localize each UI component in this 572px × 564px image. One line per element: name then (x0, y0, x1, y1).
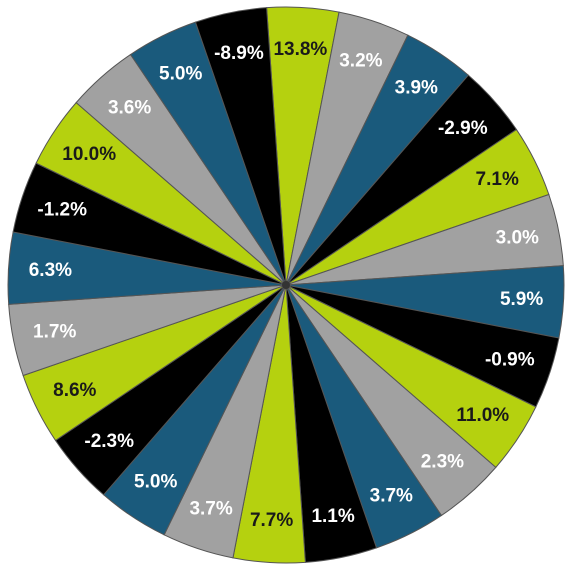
slice-label: 11.0% (456, 405, 509, 426)
slice-label: -1.2% (37, 200, 87, 221)
slice-label: -2.3% (84, 431, 134, 452)
slice-label: 10.0% (62, 144, 116, 165)
slice-label: 3.6% (108, 98, 151, 119)
slice-label: -0.9% (485, 349, 535, 370)
slice-label: 3.2% (339, 51, 382, 72)
pie-center (282, 281, 290, 289)
slice-label: 3.7% (370, 486, 413, 507)
slice-label: 8.6% (53, 380, 96, 401)
slice-label: 7.7% (250, 510, 293, 531)
slice-label: 5.0% (159, 63, 202, 84)
slice-label: 3.7% (189, 498, 232, 519)
slice-label: 1.1% (311, 506, 354, 527)
slice-label: -8.9% (214, 43, 264, 64)
slice-label: 13.8% (273, 39, 327, 60)
slice-label: 2.3% (421, 451, 464, 472)
slice-label: -2.9% (438, 118, 488, 139)
slice-label: 6.3% (29, 260, 72, 281)
pie-slices (7, 6, 565, 564)
pie-labels: 13.8% 3.2% 3.9%-2.9% 7.1% 3.0% 5.9% -0.9% 11.0%… (29, 39, 544, 531)
pie-slice (194, 7, 287, 286)
slice-label: 7.1% (476, 169, 519, 190)
slice-label: 3.9% (395, 78, 438, 99)
slice-label: 1.7% (33, 322, 76, 343)
slice-label: 5.9% (500, 289, 543, 310)
slice-label: 3.0% (496, 227, 539, 248)
slice-label: 5.0% (134, 471, 177, 492)
